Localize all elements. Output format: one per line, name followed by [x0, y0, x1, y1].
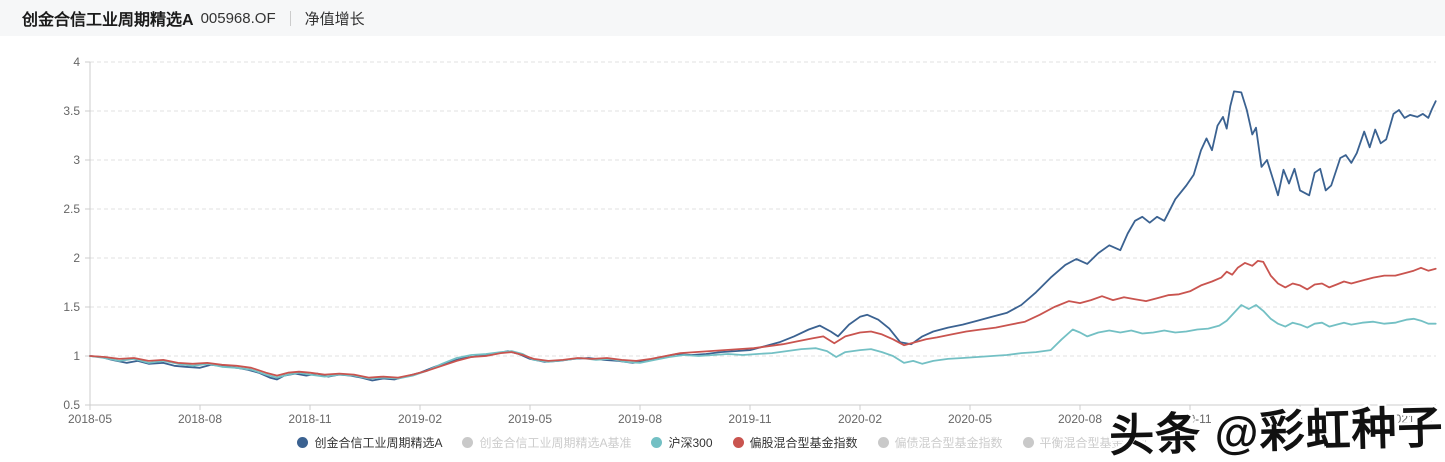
y-axis-label: 1	[73, 349, 80, 363]
nav-growth-chart: 0.5 1 1.5 2 2.5 3 3.5 4 2018-05 2018-08 2018-11 201…	[0, 36, 1445, 451]
series-line	[89, 304, 1437, 380]
header-divider	[289, 10, 291, 26]
legend-dot-icon	[877, 436, 889, 448]
x-axis-label: 2018-11	[288, 412, 331, 426]
y-axis-label: 0.5	[63, 398, 80, 412]
x-axis-label: 2020-11	[1168, 412, 1211, 426]
x-axis-label: 2020-05	[948, 412, 992, 426]
x-axis-label: 2019-05	[508, 412, 552, 426]
legend-dot-icon	[462, 436, 474, 448]
y-axis-label: 1.5	[63, 300, 80, 314]
fund-title: 创金合信工业周期精选A	[22, 12, 194, 29]
legend-dot-icon	[651, 436, 663, 448]
x-axis-label: 2021-05	[1388, 412, 1432, 426]
legend-dot-icon	[1022, 436, 1034, 448]
series-line	[89, 90, 1437, 382]
legend-dot-icon	[732, 436, 744, 448]
legend-label: 偏债混合型基金指数	[894, 435, 1003, 450]
y-axis-label: 4	[73, 55, 80, 69]
legend-label: 平衡混合型基金指数	[1039, 435, 1148, 450]
y-axis-label: 3.5	[63, 104, 80, 118]
x-axis-label: 2018-05	[68, 412, 112, 426]
legend-item[interactable]: 偏债混合型基金指数	[877, 434, 1003, 451]
x-axis-label: 2019-02	[398, 412, 442, 426]
series-line	[89, 259, 1437, 379]
x-axis-label: 2019-08	[618, 412, 662, 426]
legend-label: 创金合信工业周期精选A	[314, 435, 443, 450]
watermark: 头条 @彩虹种子	[1108, 401, 1444, 462]
legend-item[interactable]: 偏股混合型基金指数	[732, 434, 858, 451]
legend-item[interactable]: 创金合信工业周期精选A	[297, 434, 442, 451]
legend-item[interactable]: 平衡混合型基金指数	[1022, 434, 1148, 451]
y-axis-label: 3	[73, 153, 80, 167]
legend-label: 创金合信工业周期精选A基准	[479, 435, 632, 450]
legend-item[interactable]: 沪深300	[651, 434, 713, 451]
x-axis-label: 2019-11	[728, 412, 771, 426]
legend-item[interactable]: 创金合信工业周期精选A基准	[462, 434, 631, 451]
x-axis-label: 2021-02	[1278, 412, 1322, 426]
header: 创金合信工业周期精选A 005968.OF 净值增长	[0, 0, 1445, 36]
y-axis-label: 2.5	[63, 202, 80, 216]
line-chart-canvas[interactable]: 0.5 1 1.5 2 2.5 3 3.5 4 2018-05 2018-08 2018-11 201…	[0, 36, 1445, 431]
legend-label: 偏股混合型基金指数	[749, 435, 858, 450]
y-axis-label: 2	[73, 251, 80, 265]
legend-dot-icon	[297, 436, 309, 448]
chart-legend: 创金合信工业周期精选A 创金合信工业周期精选A基准 沪深300 偏股混合型基金指数 偏债…	[0, 433, 1445, 451]
fund-code: 005968.OF	[200, 9, 276, 27]
x-axis-label: 2018-08	[178, 412, 222, 426]
x-axis-label: 2020-02	[838, 412, 882, 426]
x-axis-label: 2020-08	[1058, 412, 1102, 426]
tab-nav-growth[interactable]: 净值增长	[304, 10, 365, 28]
legend-label: 沪深300	[668, 435, 713, 450]
